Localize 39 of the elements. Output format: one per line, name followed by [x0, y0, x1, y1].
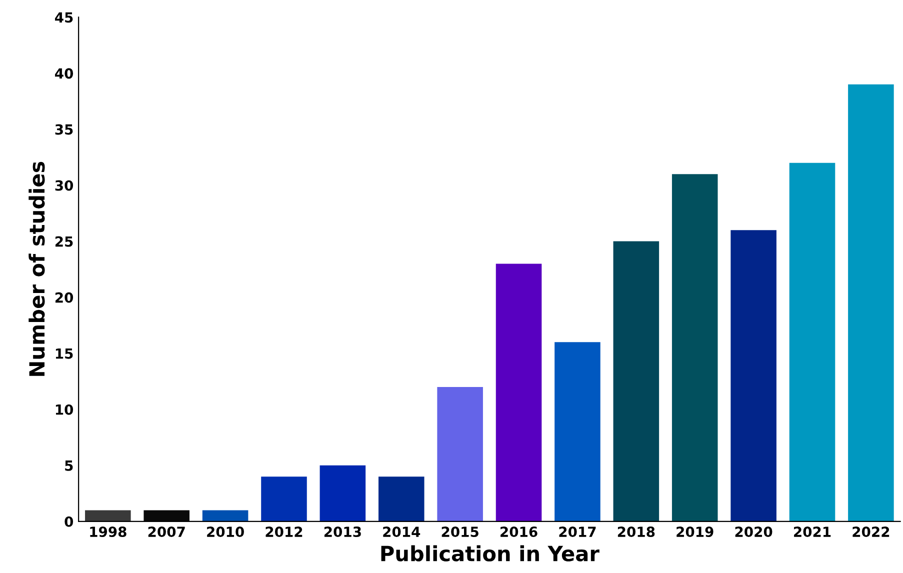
bar: [261, 476, 307, 522]
x-tick-label: 2021: [794, 526, 831, 538]
x-tick-label: 1998: [90, 526, 126, 538]
x-tick-label: 2020: [735, 526, 772, 538]
bar: [378, 476, 424, 522]
bar: [730, 230, 776, 522]
bar: [202, 510, 248, 522]
x-tick-label: 2017: [559, 526, 596, 538]
x-tick-label: 2015: [442, 526, 478, 538]
bar: [672, 174, 718, 522]
y-tick-label: 35: [55, 124, 73, 135]
x-tick-label: 2007: [148, 526, 185, 538]
x-tick-label: 2012: [266, 526, 302, 538]
bar: [85, 510, 131, 522]
x-tick-label: 2018: [618, 526, 655, 538]
y-tick-label: 25: [55, 236, 73, 247]
bar: [613, 241, 660, 522]
x-tick-label: 2016: [500, 526, 538, 538]
y-tick-label: 30: [55, 180, 74, 191]
bar: [848, 84, 894, 522]
x-tick-label: 2013: [324, 526, 361, 538]
y-tick-label: 10: [56, 404, 74, 415]
x-tick-label: 2010: [207, 526, 244, 538]
x-axis-title: Publication in Year: [381, 545, 600, 562]
y-tick-label: 40: [55, 68, 74, 79]
y-tick-label: 5: [65, 460, 73, 471]
bar: [437, 386, 483, 522]
y-tick-label: 15: [56, 348, 73, 359]
bar: [320, 465, 366, 522]
y-tick-label: 45: [55, 12, 73, 23]
y-tick-label: 20: [55, 292, 74, 303]
x-tick-label: 2022: [852, 526, 890, 538]
y-axis-title: Number of studies: [28, 162, 45, 376]
x-tick-label: 2014: [383, 526, 420, 538]
bar: [554, 342, 600, 522]
bar: [496, 264, 542, 522]
y-tick-label: 0: [64, 516, 74, 527]
bar: [789, 162, 836, 522]
x-tick-label: 2019: [676, 526, 714, 538]
